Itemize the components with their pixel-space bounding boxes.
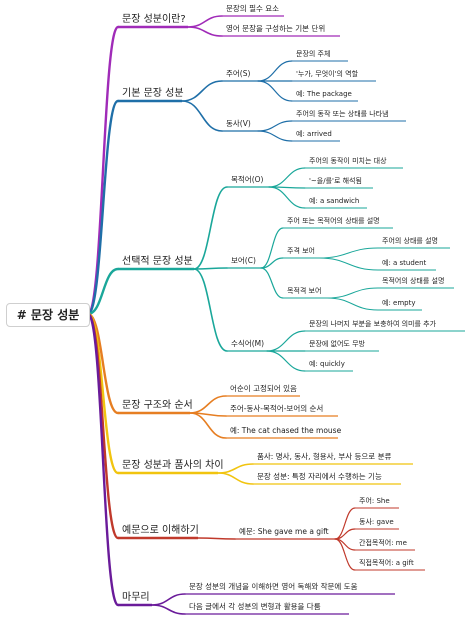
sub-node[interactable]: 품사: 명사, 동사, 형용사, 부사 등으로 분류	[257, 452, 392, 461]
sub-connector	[193, 268, 228, 352]
leaf-connector	[326, 297, 379, 311]
leaf-node[interactable]: 목적격 보어	[287, 287, 322, 295]
leaf-node[interactable]: 주어: She	[359, 497, 390, 505]
branch-node[interactable]: 마무리	[122, 592, 150, 603]
sub-node[interactable]: 동사(V)	[226, 119, 251, 128]
sub-node[interactable]: 예: The cat chased the mouse	[230, 426, 342, 435]
mind-map-connectors	[86, 15, 465, 615]
sub-connector	[197, 537, 236, 540]
leaf-connector	[260, 257, 284, 269]
leaf-node[interactable]: 주격 보어	[287, 247, 315, 255]
leaf-node[interactable]: 주어의 상태를 설명	[382, 237, 438, 245]
leaf-connector	[268, 186, 306, 209]
leaf-node[interactable]: 주어의 동작이 미치는 대상	[309, 157, 387, 165]
branch-node[interactable]: 예문으로 이해하기	[122, 525, 199, 536]
branch-node[interactable]: 문장 성분과 품사의 차이	[122, 460, 224, 471]
leaf-connector	[318, 247, 379, 259]
branch-connector	[86, 267, 120, 316]
sub-node[interactable]: 주어(S)	[226, 69, 251, 78]
leaf-node[interactable]: '~을/를'로 해석됨	[309, 177, 362, 185]
sub-connector	[181, 100, 223, 132]
sub-node[interactable]: 문장의 필수 요소	[226, 4, 280, 13]
sub-node[interactable]: 어순이 고정되어 있음	[230, 384, 297, 393]
sub-node[interactable]: 수식어(M)	[231, 339, 265, 348]
sub-connector	[193, 186, 228, 270]
sub-connector	[151, 593, 186, 606]
root-node[interactable]: # 문장 성분	[6, 303, 90, 327]
sub-node[interactable]: 영어 문장을 구성하는 기본 단위	[226, 24, 326, 33]
leaf-node[interactable]: 예: arrived	[296, 130, 332, 138]
branch-connector	[86, 312, 120, 607]
leaf-node[interactable]: 동사: gave	[359, 518, 394, 526]
leaf-node[interactable]: 주어 또는 목적어의 상태를 설명	[287, 217, 380, 225]
sub-connector	[217, 472, 254, 485]
leaf-node[interactable]: 예: empty	[382, 299, 416, 307]
leaf-node[interactable]: 예: a student	[382, 259, 427, 267]
leaf-connector	[266, 330, 306, 352]
sub-node[interactable]: 목적어(O)	[231, 175, 264, 184]
branch-node[interactable]: 기본 문장 성분	[122, 88, 184, 99]
leaf-connector	[318, 257, 379, 271]
sub-connector	[193, 267, 228, 270]
leaf-node[interactable]: 간접목적어: me	[359, 539, 407, 547]
sub-connector	[151, 604, 186, 615]
branch-connector	[86, 312, 120, 540]
leaf-node[interactable]: 예: The package	[296, 90, 352, 98]
leaf-connector	[326, 287, 379, 299]
branch-connector	[86, 99, 120, 316]
sub-connector	[187, 15, 223, 28]
leaf-node[interactable]: 예: quickly	[309, 360, 345, 368]
leaf-connector	[260, 227, 284, 269]
leaf-connector	[268, 167, 306, 188]
leaf-connector	[260, 267, 284, 299]
leaf-node[interactable]: 목적어의 상태를 설명	[382, 277, 445, 285]
leaf-node[interactable]: 예: a sandwich	[309, 197, 360, 205]
sub-connector	[189, 412, 227, 439]
leaf-node[interactable]: 주어의 동작 또는 상태를 나타냄	[296, 110, 389, 118]
leaf-node[interactable]: 직접목적어: a gift	[359, 559, 414, 567]
leaf-connector	[266, 350, 306, 372]
leaf-node[interactable]: '누가, 무엇이'의 역할	[296, 70, 359, 78]
sub-connector	[189, 395, 227, 414]
branch-node[interactable]: 문장 성분이란?	[122, 14, 186, 25]
sub-node[interactable]: 예문: She gave me a gift	[239, 527, 329, 536]
leaf-connector	[334, 538, 356, 571]
sub-node[interactable]: 다음 글에서 각 성분의 변형과 활용을 다룸	[189, 602, 321, 611]
leaf-connector	[257, 60, 293, 82]
leaf-node[interactable]: 문장의 나머지 부분을 보충하여 의미를 추가	[309, 320, 437, 328]
leaf-node[interactable]: 문장에 없어도 무방	[309, 340, 365, 348]
branch-node[interactable]: 선택적 문장 성분	[122, 256, 193, 267]
leaf-connector	[334, 507, 356, 540]
sub-node[interactable]: 문장 성분: 특정 자리에서 수행하는 기능	[257, 472, 382, 481]
leaf-connector	[257, 80, 293, 102]
leaf-connector	[257, 130, 293, 142]
branch-node[interactable]: 문장 구조와 순서	[122, 400, 193, 411]
sub-node[interactable]: 보어(C)	[231, 256, 256, 265]
sub-node[interactable]: 주어-동사-목적어-보어의 순서	[230, 404, 324, 413]
sub-connector	[181, 80, 223, 102]
leaf-connector	[257, 120, 293, 132]
leaf-node[interactable]: 문장의 주체	[296, 50, 331, 58]
sub-node[interactable]: 문장 성분의 개념을 이해하면 영어 독해와 작문에 도움	[189, 582, 358, 591]
sub-connector	[187, 26, 223, 37]
